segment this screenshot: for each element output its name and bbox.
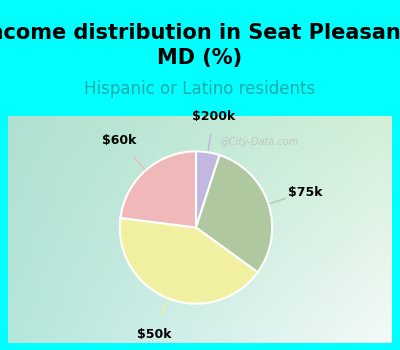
Text: $75k: $75k [288,186,322,198]
Text: @City-Data.com: @City-Data.com [219,138,298,147]
Wedge shape [196,151,220,228]
Text: Hispanic or Latino residents: Hispanic or Latino residents [84,80,316,98]
Text: $50k: $50k [136,328,171,341]
Wedge shape [196,155,272,272]
Wedge shape [120,151,196,228]
Wedge shape [120,218,258,304]
Text: $60k: $60k [102,134,136,147]
Text: Income distribution in Seat Pleasant,
MD (%): Income distribution in Seat Pleasant, MD… [0,23,400,68]
Text: $200k: $200k [192,110,235,124]
